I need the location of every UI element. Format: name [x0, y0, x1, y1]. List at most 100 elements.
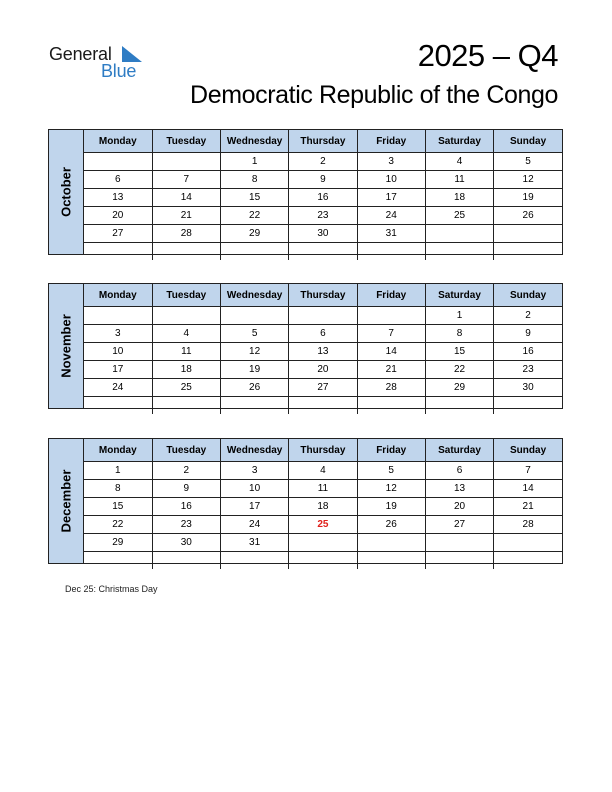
day-cell: 15 — [83, 497, 153, 516]
week-row: 24 25 26 27 28 29 30 — [83, 378, 562, 397]
day-cell: 12 — [356, 479, 426, 498]
day-cell: 28 — [151, 224, 221, 243]
day-cell — [151, 396, 221, 414]
day-cell — [151, 306, 221, 325]
month-name: November — [58, 314, 74, 378]
day-cell — [493, 224, 562, 243]
day-cell — [288, 306, 358, 325]
weekday-header: Thursday — [288, 439, 358, 462]
day-cell: 13 — [288, 342, 358, 361]
day-cell — [151, 242, 221, 260]
holiday-day-cell: 25 — [288, 515, 358, 534]
day-cell — [424, 533, 495, 552]
weekday-header: Monday — [83, 284, 153, 307]
day-cell: 1 — [219, 152, 290, 171]
day-cell: 16 — [151, 497, 221, 516]
day-cell: 21 — [493, 497, 562, 516]
day-cell: 16 — [493, 342, 562, 361]
weekday-header: Thursday — [288, 284, 358, 307]
day-cell: 4 — [288, 461, 358, 480]
day-cell — [288, 242, 358, 260]
day-cell: 24 — [83, 378, 153, 397]
weekday-header: Saturday — [424, 439, 495, 462]
general-blue-logo: General Blue — [49, 44, 149, 84]
week-row: 17 18 19 20 21 22 23 — [83, 360, 562, 379]
day-cell: 18 — [424, 188, 495, 207]
week-row: 13 14 15 16 17 18 19 — [83, 188, 562, 207]
day-cell: 23 — [151, 515, 221, 534]
weekday-header: Sunday — [493, 439, 562, 462]
month-block-october: October Monday Tuesday Wednesday Thursday Fr… — [48, 129, 563, 260]
day-cell — [151, 551, 221, 569]
day-cell: 30 — [151, 533, 221, 552]
week-row: 20 21 22 23 24 25 26 — [83, 206, 562, 225]
day-cell — [83, 551, 153, 569]
weekday-header: Tuesday — [151, 439, 221, 462]
weekday-header: Thursday — [288, 130, 358, 153]
day-cell: 18 — [151, 360, 221, 379]
day-cell: 21 — [151, 206, 221, 225]
day-cell: 27 — [424, 515, 495, 534]
day-cell: 26 — [356, 515, 426, 534]
calendar-table: Monday Tuesday Wednesday Thursday Friday Satu… — [83, 284, 562, 414]
day-cell: 12 — [493, 170, 562, 189]
weekday-header: Sunday — [493, 284, 562, 307]
weekday-header-row: Monday Tuesday Wednesday Thursday Friday Satu… — [83, 439, 562, 462]
day-cell — [493, 551, 562, 569]
day-cell — [83, 152, 153, 171]
day-cell: 5 — [219, 324, 290, 343]
day-cell: 28 — [493, 515, 562, 534]
day-cell — [151, 152, 221, 171]
day-cell — [83, 306, 153, 325]
day-cell: 22 — [424, 360, 495, 379]
day-cell: 9 — [288, 170, 358, 189]
day-cell: 31 — [219, 533, 290, 552]
day-cell — [493, 242, 562, 260]
day-cell: 13 — [424, 479, 495, 498]
day-cell: 26 — [219, 378, 290, 397]
day-cell: 16 — [288, 188, 358, 207]
day-cell — [356, 306, 426, 325]
weekday-header-row: Monday Tuesday Wednesday Thursday Friday Satu… — [83, 284, 562, 307]
day-cell: 17 — [219, 497, 290, 516]
day-cell: 9 — [151, 479, 221, 498]
week-row: 10 11 12 13 14 15 16 — [83, 342, 562, 361]
day-cell: 6 — [83, 170, 153, 189]
day-cell: 15 — [219, 188, 290, 207]
day-cell: 2 — [288, 152, 358, 171]
day-cell: 8 — [83, 479, 153, 498]
day-cell: 20 — [288, 360, 358, 379]
day-cell: 7 — [493, 461, 562, 480]
day-cell: 29 — [424, 378, 495, 397]
day-cell: 20 — [424, 497, 495, 516]
week-row: 8 9 10 11 12 13 14 — [83, 479, 562, 498]
weekday-header: Monday — [83, 130, 153, 153]
day-cell: 14 — [151, 188, 221, 207]
day-cell: 11 — [424, 170, 495, 189]
day-cell: 2 — [493, 306, 562, 325]
weekday-header: Tuesday — [151, 130, 221, 153]
day-cell: 4 — [151, 324, 221, 343]
weekday-header: Friday — [356, 439, 426, 462]
weekday-header: Monday — [83, 439, 153, 462]
day-cell — [424, 224, 495, 243]
page-title: 2025 – Q4 — [417, 38, 559, 73]
day-cell: 12 — [219, 342, 290, 361]
day-cell: 3 — [219, 461, 290, 480]
day-cell — [83, 242, 153, 260]
week-row — [83, 551, 562, 569]
day-cell: 15 — [424, 342, 495, 361]
day-cell — [424, 396, 495, 414]
day-cell: 29 — [83, 533, 153, 552]
month-name: December — [58, 469, 74, 533]
day-cell: 7 — [151, 170, 221, 189]
day-cell — [493, 396, 562, 414]
day-cell: 6 — [288, 324, 358, 343]
day-cell: 5 — [356, 461, 426, 480]
day-cell: 27 — [288, 378, 358, 397]
day-cell: 7 — [356, 324, 426, 343]
month-label: October — [49, 130, 84, 254]
day-cell: 11 — [288, 479, 358, 498]
